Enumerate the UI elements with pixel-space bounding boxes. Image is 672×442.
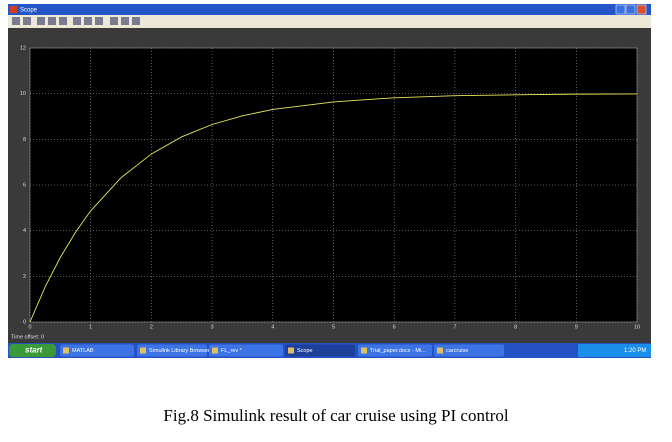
task-label: carcruise (446, 348, 468, 354)
y-tick-label: 12 (20, 45, 26, 51)
x-tick-label: 1 (89, 324, 92, 330)
tool-float[interactable] (110, 17, 118, 25)
task-icon (288, 347, 294, 354)
window-title: Scope (20, 8, 38, 14)
tool-restore-axes[interactable] (95, 17, 103, 25)
tool-select[interactable] (132, 17, 140, 25)
start-button[interactable] (9, 344, 56, 357)
task-icon (140, 347, 146, 354)
x-tick-label: 0 (28, 324, 31, 330)
task-icon (437, 347, 443, 354)
tool-zoom-x[interactable] (48, 17, 56, 25)
task-button[interactable] (285, 344, 355, 357)
system-tray (578, 344, 651, 357)
start-label: start (25, 346, 43, 355)
task-icon (361, 347, 367, 354)
y-tick-label: 8 (23, 137, 26, 143)
title-bar (8, 4, 651, 15)
x-tick-label: 7 (453, 324, 456, 330)
task-label: Trial_paper.docx - Mi... (370, 348, 426, 354)
y-tick-label: 6 (23, 182, 26, 188)
figure-caption: Fig.8 Simulink result of car cruise usin… (163, 406, 508, 425)
toolbar-icons (12, 17, 140, 25)
x-tick-label: 4 (271, 324, 274, 330)
x-tick-label: 3 (211, 324, 214, 330)
task-button[interactable] (137, 344, 207, 357)
task-icon (212, 347, 218, 354)
close-button[interactable] (636, 4, 647, 15)
tool-lock[interactable] (121, 17, 129, 25)
response-line (29, 93, 638, 323)
window-icon (10, 6, 17, 13)
task-button[interactable] (209, 344, 283, 357)
tool-zoom[interactable] (37, 17, 45, 25)
task-button[interactable] (358, 344, 432, 357)
y-tick-label: 0 (23, 319, 26, 325)
tool-print[interactable] (12, 17, 20, 25)
tool-save-axes[interactable] (84, 17, 92, 25)
task-label: Simulink Library Browser (149, 348, 210, 354)
tool-zoom-y[interactable] (59, 17, 67, 25)
task-button[interactable] (434, 344, 504, 357)
tool-params[interactable] (23, 17, 31, 25)
task-list: MATLAB Simulink Library Browser FL_rev * Sc… (60, 344, 504, 357)
x-tick-label: 9 (575, 324, 578, 330)
y-tick-label: 2 (23, 274, 26, 280)
task-label: Scope (297, 348, 313, 354)
clock: 1:20 PM (624, 348, 646, 354)
y-tick-label: 4 (23, 228, 26, 234)
x-tick-label: 8 (514, 324, 517, 330)
x-tick-label: 5 (332, 324, 335, 330)
task-button[interactable] (60, 344, 134, 357)
maximize-button[interactable] (625, 4, 636, 15)
tool-autoscale[interactable] (73, 17, 81, 25)
x-tick-label: 6 (393, 324, 396, 330)
minimize-button[interactable] (615, 4, 626, 15)
x-tick-label: 2 (150, 324, 153, 330)
task-label: MATLAB (72, 348, 94, 354)
y-tick-label: 10 (20, 91, 26, 97)
task-label: FL_rev * (221, 348, 243, 354)
toolbar (8, 15, 651, 28)
time-offset: Time offset: 0 (11, 334, 44, 340)
task-icon (63, 347, 69, 354)
x-tick-label: 10 (634, 324, 640, 330)
